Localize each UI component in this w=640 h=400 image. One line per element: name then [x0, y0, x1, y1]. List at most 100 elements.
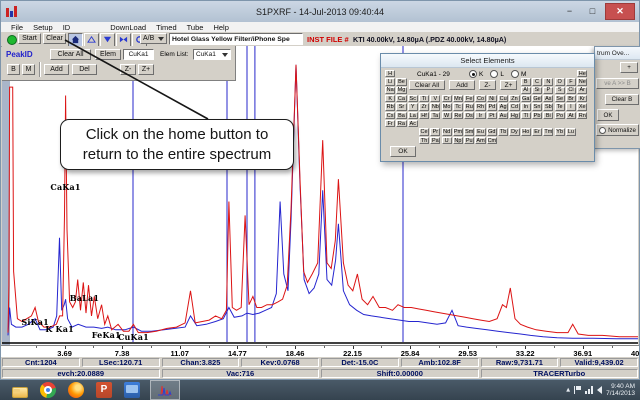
m-button[interactable]: M [22, 64, 35, 75]
element-er[interactable]: Er [531, 128, 543, 136]
element-rb[interactable]: Rb [385, 103, 396, 111]
element-k[interactable]: K [385, 95, 396, 103]
element-as[interactable]: As [543, 95, 554, 103]
element-cd[interactable]: Cd [509, 103, 520, 111]
element-ar[interactable]: Ar [577, 86, 588, 95]
element-sb[interactable]: Sb [543, 103, 554, 111]
element-la[interactable]: La [407, 111, 418, 120]
element-tl[interactable]: Tl [520, 111, 531, 120]
action-center-flag-icon[interactable] [574, 386, 582, 394]
zoom-up-button[interactable] [84, 33, 99, 47]
menu-tube[interactable]: Tube [186, 22, 204, 32]
dialog-z-minus-button[interactable]: Z- [479, 80, 496, 90]
element-po[interactable]: Po [554, 111, 565, 120]
element-bi[interactable]: Bi [543, 111, 554, 120]
plus-button[interactable]: + [620, 62, 638, 73]
element-am[interactable]: Am [475, 136, 486, 145]
element-be[interactable]: Be [396, 78, 407, 86]
tray-expand-icon[interactable]: ▲ [566, 387, 571, 393]
z-minus-button[interactable]: Z- [120, 64, 136, 75]
element-tc[interactable]: Tc [452, 103, 464, 111]
volume-icon[interactable] [597, 386, 603, 394]
element-tm[interactable]: Tm [543, 128, 554, 136]
element-se[interactable]: Se [554, 95, 565, 103]
element-au[interactable]: Au [498, 111, 509, 120]
dialog-add-button[interactable]: Add [449, 80, 475, 90]
element-s[interactable]: S [554, 86, 565, 95]
element-b[interactable]: B [520, 78, 531, 86]
maximize-button[interactable]: □ [589, 5, 596, 16]
element-fr[interactable]: Fr [385, 120, 396, 128]
element-ni[interactable]: Ni [486, 95, 497, 103]
clear-all-button[interactable]: Clear All [50, 49, 91, 60]
element-hg[interactable]: Hg [509, 111, 520, 120]
radio-m[interactable]: M [510, 70, 526, 78]
element-h[interactable]: H [385, 70, 396, 78]
minimize-button[interactable]: − [566, 5, 573, 16]
element-sr[interactable]: Sr [396, 103, 407, 111]
element-cs[interactable]: Cs [385, 111, 396, 120]
element-ru[interactable]: Ru [464, 103, 475, 111]
element-p[interactable]: P [543, 86, 554, 95]
ab-spectrum-select[interactable]: A/B [140, 33, 167, 44]
element-c[interactable]: C [531, 78, 543, 86]
element-pt[interactable]: Pt [486, 111, 497, 120]
element-nb[interactable]: Nb [430, 103, 441, 111]
element-tb[interactable]: Tb [498, 128, 509, 136]
element-rh[interactable]: Rh [475, 103, 486, 111]
element-al[interactable]: Al [520, 86, 531, 95]
element-ba[interactable]: Ba [396, 111, 407, 120]
elem-list-dropdown[interactable]: CuKa1 [193, 49, 231, 60]
element-np[interactable]: Np [452, 136, 464, 145]
element-ga[interactable]: Ga [520, 95, 531, 103]
network-icon[interactable] [585, 386, 594, 394]
element-ta[interactable]: Ta [430, 111, 441, 120]
element-at[interactable]: At [565, 111, 577, 120]
element-v[interactable]: V [430, 95, 441, 103]
element-ag[interactable]: Ag [498, 103, 509, 111]
z-plus-button[interactable]: Z+ [138, 64, 154, 75]
dialog-clear-all-button[interactable]: Clear All [409, 80, 445, 90]
element-pm[interactable]: Pm [452, 128, 464, 136]
element-re[interactable]: Re [452, 111, 464, 120]
element-mg[interactable]: Mg [396, 86, 407, 95]
element-sn[interactable]: Sn [531, 103, 543, 111]
elem-button[interactable]: Elem [95, 49, 121, 60]
start-button[interactable]: Start [18, 33, 41, 44]
elem-value-field[interactable]: CuKa1 [123, 49, 154, 60]
element-br[interactable]: Br [565, 95, 577, 103]
menu-file[interactable]: File [11, 22, 24, 32]
home-button[interactable] [68, 33, 83, 47]
element-rn[interactable]: Rn [577, 111, 588, 120]
zoom-horizontal-button[interactable] [116, 33, 131, 47]
element-na[interactable]: Na [385, 86, 396, 95]
menu-help[interactable]: Help [213, 22, 229, 32]
element-f[interactable]: F [565, 78, 577, 86]
move-a-to-b-button[interactable]: ve A >> B [596, 78, 639, 89]
close-button[interactable]: ✕ [605, 3, 635, 20]
element-pd[interactable]: Pd [486, 103, 497, 111]
element-gd[interactable]: Gd [486, 128, 497, 136]
add-button[interactable]: Add [44, 64, 69, 75]
element-si[interactable]: Si [531, 86, 543, 95]
element-ca[interactable]: Ca [396, 95, 407, 103]
element-fe[interactable]: Fe [464, 95, 475, 103]
clear-button[interactable]: Clear [43, 33, 66, 44]
clear-b-button[interactable]: Clear B [605, 94, 639, 105]
zoom-down-button[interactable] [100, 33, 115, 47]
element-w[interactable]: W [441, 111, 452, 120]
overlay-ok-button[interactable]: OK [597, 109, 619, 121]
taskbar-icon-powerpoint[interactable]: P [96, 382, 112, 398]
element-cr[interactable]: Cr [441, 95, 452, 103]
element-zn[interactable]: Zn [509, 95, 520, 103]
element-li[interactable]: Li [385, 78, 396, 86]
element-xe[interactable]: Xe [577, 103, 588, 111]
element-y[interactable]: Y [407, 103, 418, 111]
element-yb[interactable]: Yb [554, 128, 565, 136]
element-u[interactable]: U [441, 136, 452, 145]
element-o[interactable]: O [554, 78, 565, 86]
menu-id[interactable]: ID [62, 22, 71, 32]
taskbar-clock[interactable]: 9:40 AM 7/14/2013 [606, 383, 635, 398]
taskbar-icon-display-app[interactable] [124, 382, 140, 398]
element-zr[interactable]: Zr [418, 103, 430, 111]
